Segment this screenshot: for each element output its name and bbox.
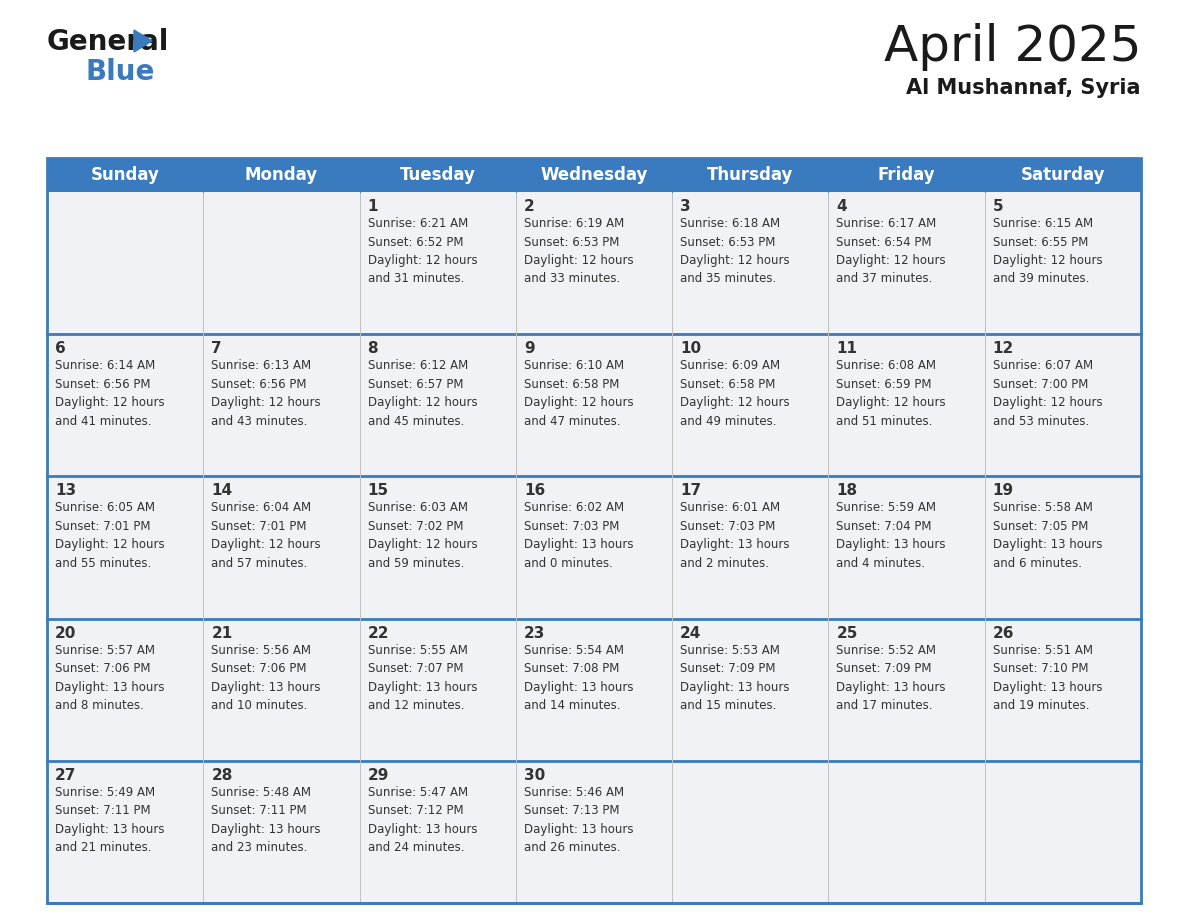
Text: Sunrise: 6:18 AM
Sunset: 6:53 PM
Daylight: 12 hours
and 35 minutes.: Sunrise: 6:18 AM Sunset: 6:53 PM Dayligh… [681,217,790,285]
Text: Sunrise: 6:17 AM
Sunset: 6:54 PM
Daylight: 12 hours
and 37 minutes.: Sunrise: 6:17 AM Sunset: 6:54 PM Dayligh… [836,217,946,285]
Text: 28: 28 [211,767,233,783]
Text: 17: 17 [681,484,701,498]
Text: Sunrise: 5:57 AM
Sunset: 7:06 PM
Daylight: 13 hours
and 8 minutes.: Sunrise: 5:57 AM Sunset: 7:06 PM Dayligh… [55,644,164,712]
Text: Sunrise: 5:56 AM
Sunset: 7:06 PM
Daylight: 13 hours
and 10 minutes.: Sunrise: 5:56 AM Sunset: 7:06 PM Dayligh… [211,644,321,712]
Text: Sunrise: 6:05 AM
Sunset: 7:01 PM
Daylight: 12 hours
and 55 minutes.: Sunrise: 6:05 AM Sunset: 7:01 PM Dayligh… [55,501,165,570]
Text: Sunrise: 5:51 AM
Sunset: 7:10 PM
Daylight: 13 hours
and 19 minutes.: Sunrise: 5:51 AM Sunset: 7:10 PM Dayligh… [993,644,1102,712]
Text: Sunrise: 6:21 AM
Sunset: 6:52 PM
Daylight: 12 hours
and 31 minutes.: Sunrise: 6:21 AM Sunset: 6:52 PM Dayligh… [367,217,478,285]
Text: 26: 26 [993,625,1015,641]
Text: 16: 16 [524,484,545,498]
Text: 11: 11 [836,341,858,356]
Text: Sunrise: 6:07 AM
Sunset: 7:00 PM
Daylight: 12 hours
and 53 minutes.: Sunrise: 6:07 AM Sunset: 7:00 PM Dayligh… [993,359,1102,428]
Text: 24: 24 [681,625,702,641]
Text: 2: 2 [524,199,535,214]
Text: 10: 10 [681,341,701,356]
Bar [48,192,1140,334]
Text: Sunrise: 5:52 AM
Sunset: 7:09 PM
Daylight: 13 hours
and 17 minutes.: Sunrise: 5:52 AM Sunset: 7:09 PM Dayligh… [836,644,946,712]
Polygon shape [134,30,152,52]
Text: Sunrise: 5:47 AM
Sunset: 7:12 PM
Daylight: 13 hours
and 24 minutes.: Sunrise: 5:47 AM Sunset: 7:12 PM Dayligh… [367,786,478,855]
Text: 25: 25 [836,625,858,641]
Text: 13: 13 [55,484,76,498]
Bar [48,476,1140,619]
Text: Al Mushannaf, Syria: Al Mushannaf, Syria [906,78,1140,98]
Text: General: General [48,28,170,56]
Text: 6: 6 [55,341,65,356]
Text: Tuesday: Tuesday [400,166,475,184]
Text: Friday: Friday [878,166,935,184]
Text: Sunrise: 6:14 AM
Sunset: 6:56 PM
Daylight: 12 hours
and 41 minutes.: Sunrise: 6:14 AM Sunset: 6:56 PM Dayligh… [55,359,165,428]
Text: Sunrise: 6:09 AM
Sunset: 6:58 PM
Daylight: 12 hours
and 49 minutes.: Sunrise: 6:09 AM Sunset: 6:58 PM Dayligh… [681,359,790,428]
Text: Sunrise: 6:01 AM
Sunset: 7:03 PM
Daylight: 13 hours
and 2 minutes.: Sunrise: 6:01 AM Sunset: 7:03 PM Dayligh… [681,501,790,570]
Text: Sunrise: 6:02 AM
Sunset: 7:03 PM
Daylight: 13 hours
and 0 minutes.: Sunrise: 6:02 AM Sunset: 7:03 PM Dayligh… [524,501,633,570]
Text: Blue: Blue [86,58,154,86]
Text: Sunrise: 5:48 AM
Sunset: 7:11 PM
Daylight: 13 hours
and 23 minutes.: Sunrise: 5:48 AM Sunset: 7:11 PM Dayligh… [211,786,321,855]
Text: 23: 23 [524,625,545,641]
Text: Sunrise: 5:54 AM
Sunset: 7:08 PM
Daylight: 13 hours
and 14 minutes.: Sunrise: 5:54 AM Sunset: 7:08 PM Dayligh… [524,644,633,712]
Text: Sunrise: 6:08 AM
Sunset: 6:59 PM
Daylight: 12 hours
and 51 minutes.: Sunrise: 6:08 AM Sunset: 6:59 PM Dayligh… [836,359,946,428]
Text: 12: 12 [993,341,1015,356]
Text: April 2025: April 2025 [884,23,1140,71]
Bar [48,158,1140,903]
Text: Sunrise: 6:13 AM
Sunset: 6:56 PM
Daylight: 12 hours
and 43 minutes.: Sunrise: 6:13 AM Sunset: 6:56 PM Dayligh… [211,359,321,428]
Text: 21: 21 [211,625,233,641]
Text: Sunrise: 6:15 AM
Sunset: 6:55 PM
Daylight: 12 hours
and 39 minutes.: Sunrise: 6:15 AM Sunset: 6:55 PM Dayligh… [993,217,1102,285]
Text: Saturday: Saturday [1020,166,1105,184]
Text: Sunrise: 5:46 AM
Sunset: 7:13 PM
Daylight: 13 hours
and 26 minutes.: Sunrise: 5:46 AM Sunset: 7:13 PM Dayligh… [524,786,633,855]
Text: 14: 14 [211,484,233,498]
Text: 19: 19 [993,484,1013,498]
Text: Monday: Monday [245,166,318,184]
Text: 1: 1 [367,199,378,214]
Text: Sunrise: 5:59 AM
Sunset: 7:04 PM
Daylight: 13 hours
and 4 minutes.: Sunrise: 5:59 AM Sunset: 7:04 PM Dayligh… [836,501,946,570]
Text: 27: 27 [55,767,76,783]
Text: Sunrise: 5:49 AM
Sunset: 7:11 PM
Daylight: 13 hours
and 21 minutes.: Sunrise: 5:49 AM Sunset: 7:11 PM Dayligh… [55,786,164,855]
Text: Sunrise: 6:12 AM
Sunset: 6:57 PM
Daylight: 12 hours
and 45 minutes.: Sunrise: 6:12 AM Sunset: 6:57 PM Dayligh… [367,359,478,428]
Text: Sunrise: 6:04 AM
Sunset: 7:01 PM
Daylight: 12 hours
and 57 minutes.: Sunrise: 6:04 AM Sunset: 7:01 PM Dayligh… [211,501,321,570]
Text: 22: 22 [367,625,390,641]
Text: Sunday: Sunday [90,166,159,184]
Text: 3: 3 [681,199,690,214]
Text: 8: 8 [367,341,378,356]
Text: 9: 9 [524,341,535,356]
Text: 29: 29 [367,767,388,783]
Text: Sunrise: 5:53 AM
Sunset: 7:09 PM
Daylight: 13 hours
and 15 minutes.: Sunrise: 5:53 AM Sunset: 7:09 PM Dayligh… [681,644,790,712]
Text: 15: 15 [367,484,388,498]
Text: Wednesday: Wednesday [541,166,647,184]
Bar [48,158,1140,192]
Bar [48,619,1140,761]
Text: Thursday: Thursday [707,166,794,184]
Text: 4: 4 [836,199,847,214]
Text: 30: 30 [524,767,545,783]
Bar [48,334,1140,476]
Text: Sunrise: 6:19 AM
Sunset: 6:53 PM
Daylight: 12 hours
and 33 minutes.: Sunrise: 6:19 AM Sunset: 6:53 PM Dayligh… [524,217,633,285]
Text: 7: 7 [211,341,222,356]
Text: Sunrise: 5:55 AM
Sunset: 7:07 PM
Daylight: 13 hours
and 12 minutes.: Sunrise: 5:55 AM Sunset: 7:07 PM Dayligh… [367,644,478,712]
Text: 5: 5 [993,199,1004,214]
Bar [48,761,1140,903]
Text: Sunrise: 6:10 AM
Sunset: 6:58 PM
Daylight: 12 hours
and 47 minutes.: Sunrise: 6:10 AM Sunset: 6:58 PM Dayligh… [524,359,633,428]
Text: 18: 18 [836,484,858,498]
Text: 20: 20 [55,625,76,641]
Text: Sunrise: 6:03 AM
Sunset: 7:02 PM
Daylight: 12 hours
and 59 minutes.: Sunrise: 6:03 AM Sunset: 7:02 PM Dayligh… [367,501,478,570]
Text: Sunrise: 5:58 AM
Sunset: 7:05 PM
Daylight: 13 hours
and 6 minutes.: Sunrise: 5:58 AM Sunset: 7:05 PM Dayligh… [993,501,1102,570]
